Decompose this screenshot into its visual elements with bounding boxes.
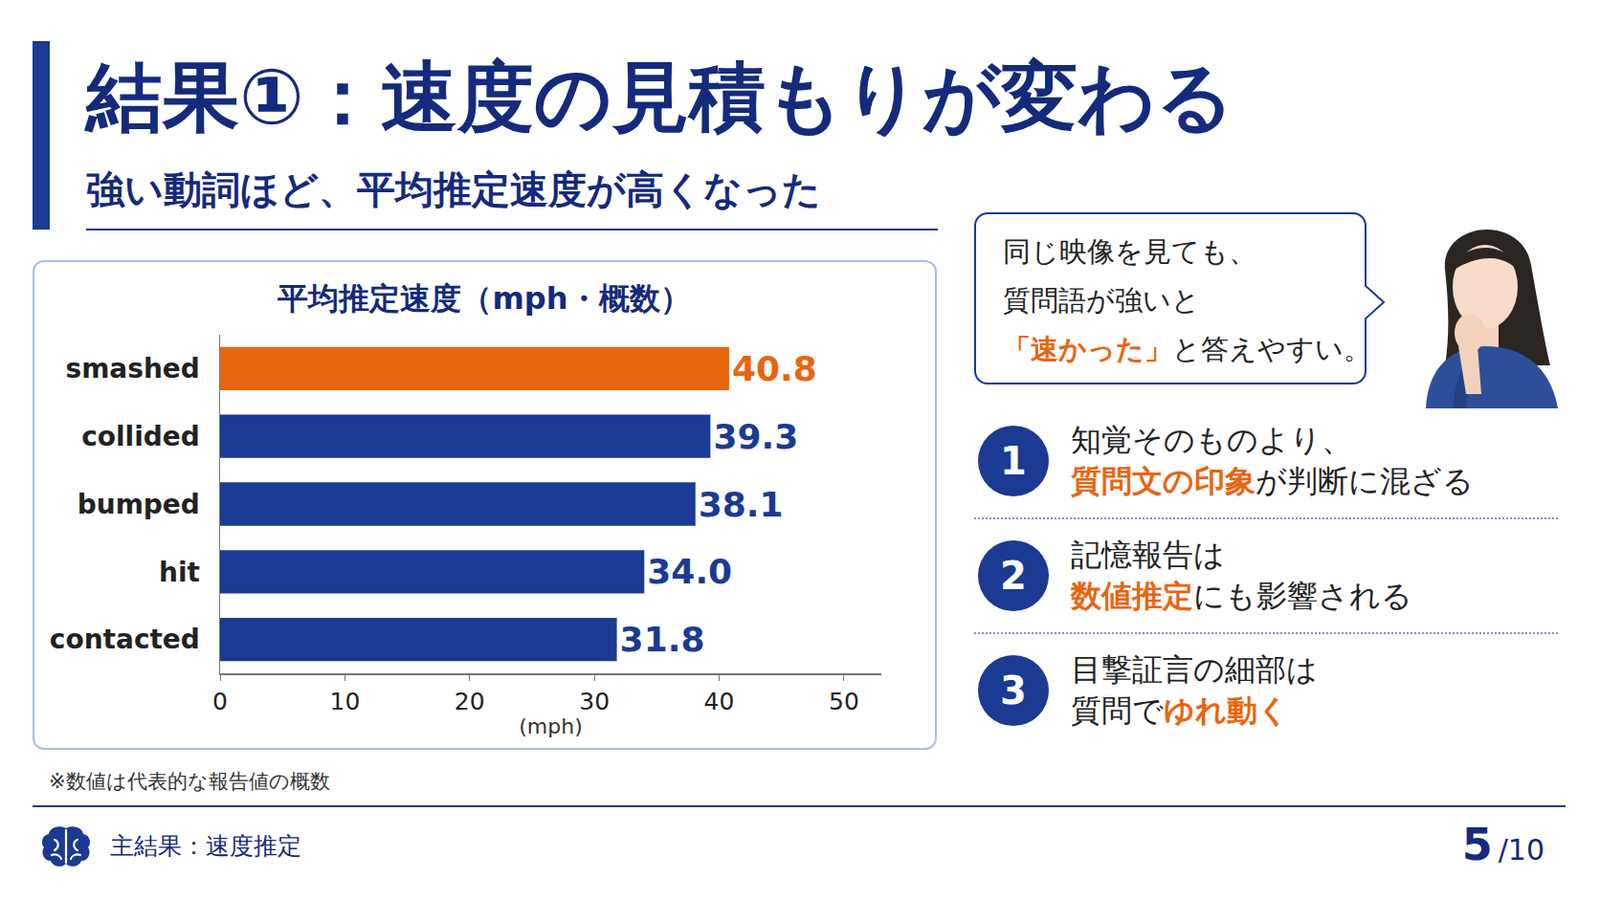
svg-text:hit: hit — [158, 556, 200, 589]
html-text:3: 3 — [1000, 668, 1027, 713]
svg-text:smashed: smashed — [66, 353, 200, 385]
html-text:質問でゆれ動く: 質問でゆれ動く — [1070, 692, 1289, 730]
svg-text:0: 0 — [212, 688, 228, 716]
html-text:同じ映像を見ても、: 同じ映像を見ても、 — [1002, 235, 1257, 268]
svg-text:(mph): (mph) — [518, 715, 583, 740]
svg-text:31.8: 31.8 — [620, 620, 706, 660]
html-text:目撃証言の細部は: 目撃証言の細部は — [1070, 651, 1318, 689]
svg-text:30: 30 — [578, 688, 610, 716]
html-text:「速かった」と答えやすい。: 「速かった」と答えやすい。 — [1002, 333, 1372, 366]
svg-text:39.3: 39.3 — [712, 417, 799, 457]
html-text:知覚そのものより、: 知覚そのものより、 — [1070, 422, 1353, 459]
svg-text:50: 50 — [828, 688, 860, 716]
svg-text:20: 20 — [454, 688, 486, 716]
svg-text:40.8: 40.8 — [732, 349, 818, 389]
html-text:数値推定にも影響される: 数値推定にも影響される — [1070, 577, 1413, 615]
svg-text:平均推定速度（mph・概数）: 平均推定速度（mph・概数） — [276, 280, 690, 317]
svg-text:10: 10 — [329, 688, 360, 716]
html-text:結果①：速度の見積もりが変わる: 結果①：速度の見積もりが変わる — [86, 52, 1235, 142]
html-text:5/10: 5/10 — [1461, 819, 1545, 871]
svg-text:contacted: contacted — [49, 623, 200, 656]
html-text:質問語が強いと: 質問語が強いと — [1002, 284, 1200, 317]
html-text:※数値は代表的な報告値の概数: ※数値は代表的な報告値の概数 — [48, 770, 330, 794]
html-text:1: 1 — [1000, 439, 1027, 484]
html-text:質問文の印象が判断に混ざる: 質問文の印象が判断に混ざる — [1070, 463, 1474, 500]
html-text:強い動詞ほど、平均推定速度が高くなった: 強い動詞ほど、平均推定速度が高くなった — [86, 167, 822, 212]
svg-text:40: 40 — [704, 688, 735, 716]
svg-text:bumped: bumped — [77, 488, 200, 521]
html-text:2: 2 — [1000, 554, 1027, 599]
html-text:記憶報告は: 記憶報告は — [1070, 536, 1225, 574]
svg-text:38.1: 38.1 — [698, 485, 784, 525]
svg-text:collided: collided — [81, 421, 200, 453]
svg-text:34.0: 34.0 — [646, 552, 733, 592]
html-text:主結果：速度推定: 主結果：速度推定 — [110, 832, 302, 861]
